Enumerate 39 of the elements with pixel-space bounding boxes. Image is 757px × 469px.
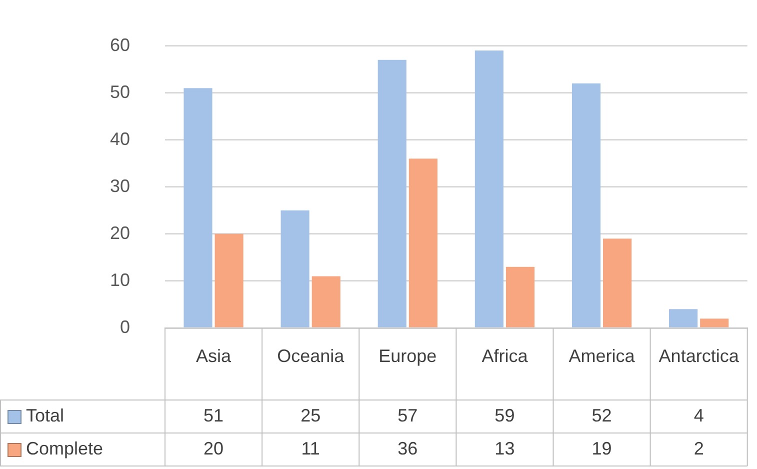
legend-label: Complete [26, 438, 104, 458]
y-tick-label: 30 [110, 176, 130, 196]
x-tick-label: America [568, 346, 636, 366]
y-tick-label: 20 [110, 222, 130, 243]
y-tick-label: 50 [110, 82, 130, 102]
data-label: 59 [494, 405, 515, 426]
y-tick-label: 10 [110, 270, 130, 290]
data-label: 4 [694, 405, 704, 426]
bar [214, 234, 244, 328]
y-tick-label: 0 [120, 316, 130, 337]
y-tick-label: 40 [110, 128, 130, 149]
data-label: 11 [301, 438, 320, 458]
legend-label: Total [26, 405, 64, 426]
bar [378, 60, 406, 328]
data-label: 51 [204, 405, 224, 426]
bar [184, 88, 212, 328]
bar [280, 210, 310, 328]
data-label: 2 [694, 438, 704, 458]
data-label: 52 [592, 405, 612, 426]
bar [700, 318, 729, 328]
x-tick-label: Antarctica [658, 346, 740, 366]
bar [312, 276, 340, 328]
data-label: 57 [398, 405, 418, 426]
bar [669, 309, 698, 328]
x-tick-label: Europe [378, 346, 437, 366]
data-label: 13 [494, 438, 515, 458]
data-label: 25 [300, 405, 321, 426]
data-label: 36 [398, 438, 418, 458]
bar [474, 50, 504, 328]
data-label: 20 [204, 438, 224, 458]
x-tick-label: Asia [196, 346, 232, 366]
x-tick-label: Africa [482, 346, 529, 366]
y-tick-label: 60 [110, 34, 130, 55]
bar [408, 158, 438, 328]
bar [603, 238, 632, 328]
bar [572, 83, 601, 328]
bar [506, 266, 535, 328]
data-label: 19 [592, 438, 612, 458]
x-tick-label: Oceania [277, 346, 346, 366]
